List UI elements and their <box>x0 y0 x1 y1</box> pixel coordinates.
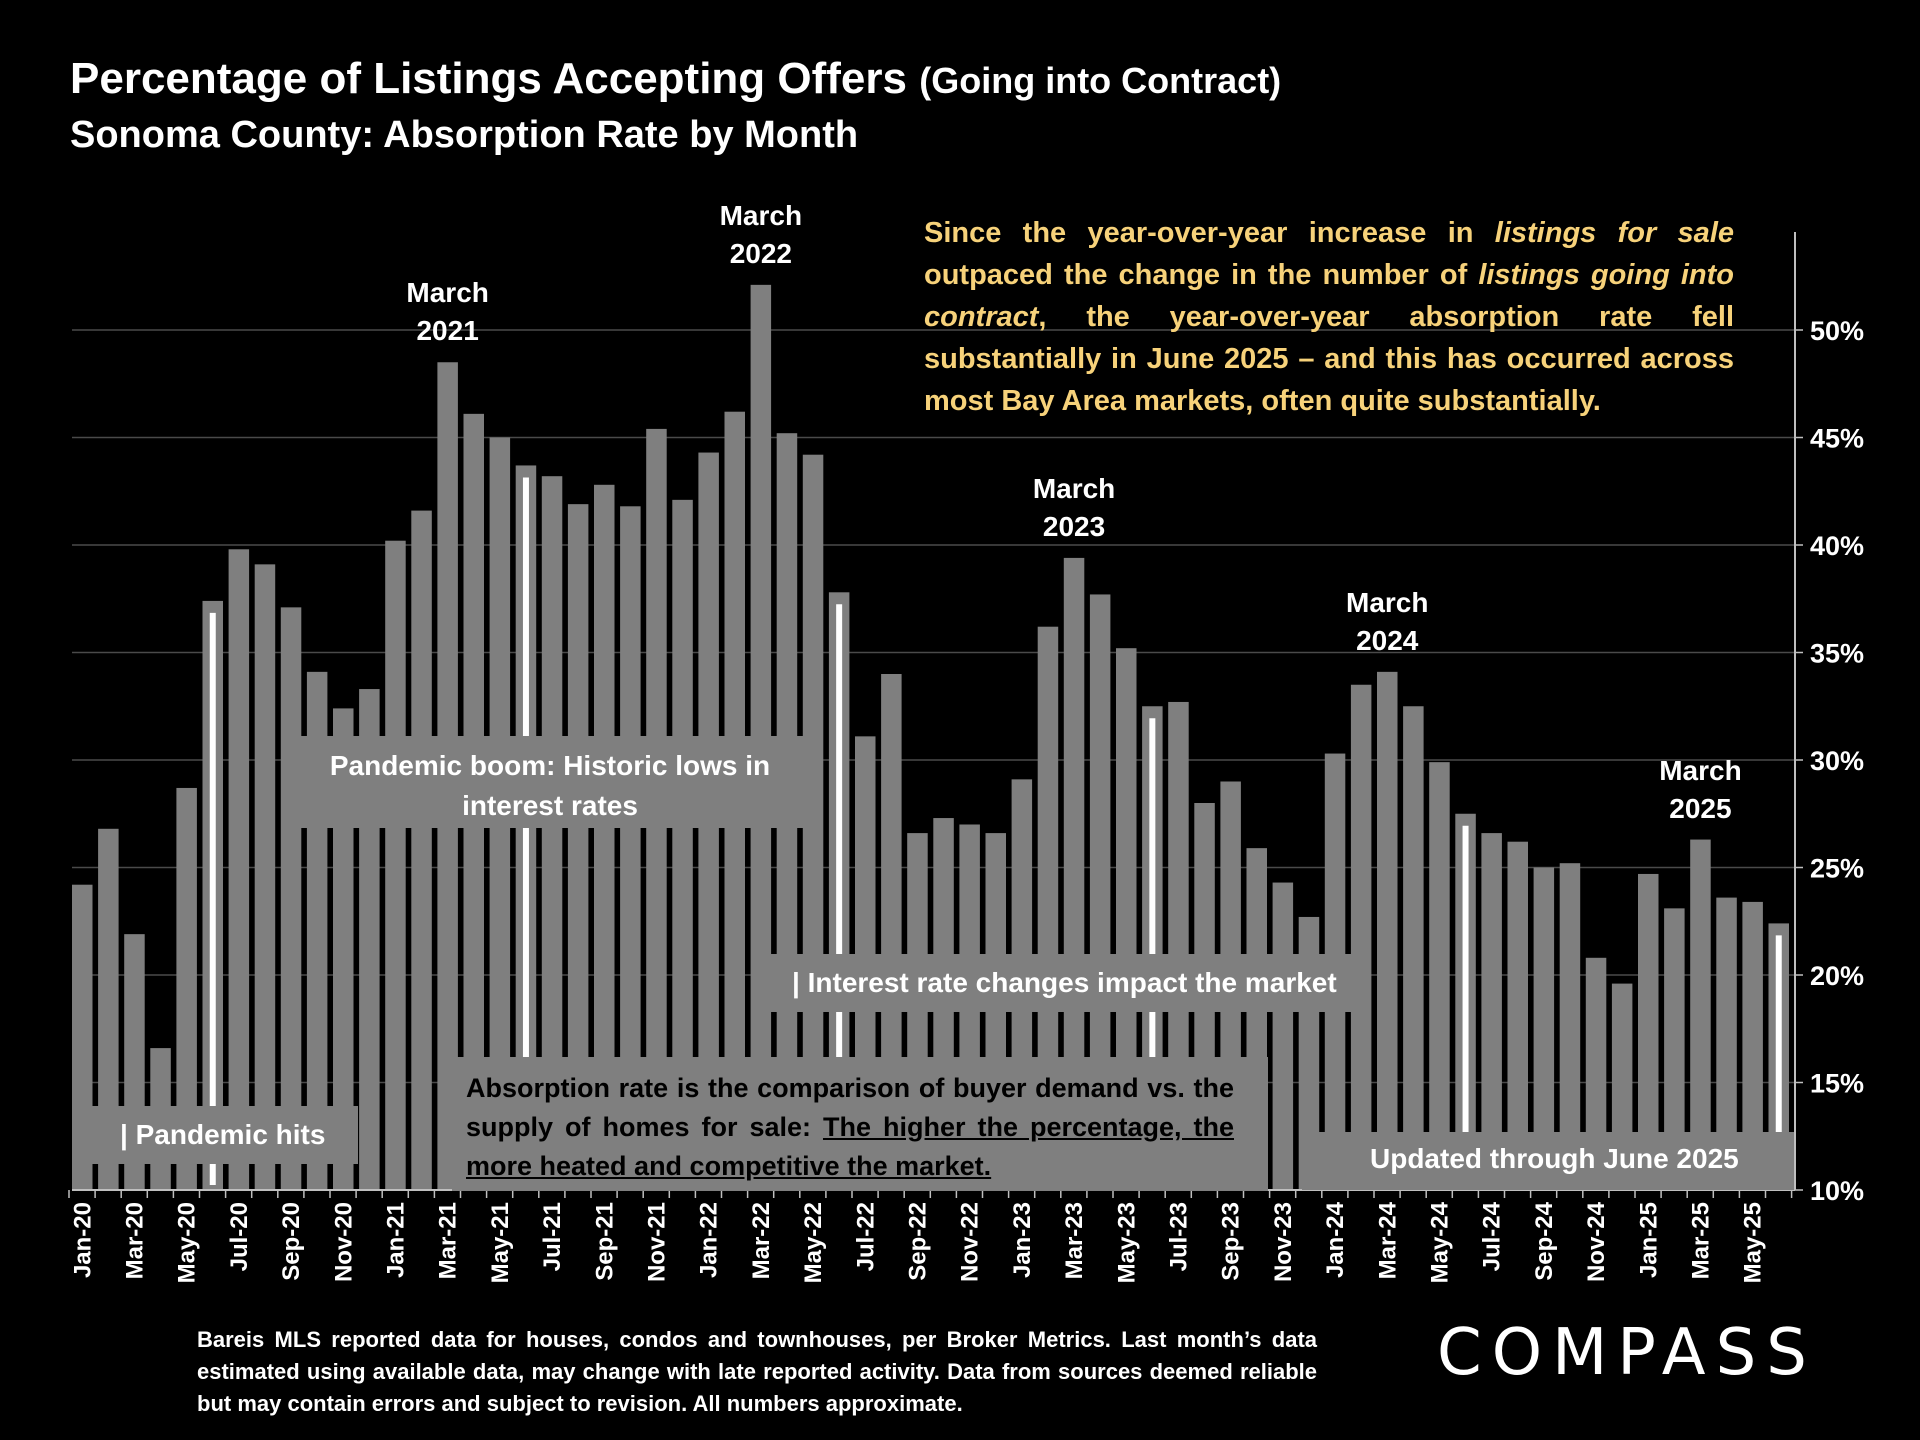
y-tick-label: 40% <box>1810 531 1864 561</box>
bar-Oct-21 <box>620 506 641 1190</box>
title-suffix: (Going into Contract) <box>919 60 1282 101</box>
bar-Apr-23 <box>1089 594 1111 1190</box>
x-tick-label: May-25 <box>1740 1202 1767 1283</box>
bar-Oct-24 <box>1559 863 1581 1190</box>
x-tick-label: May-24 <box>1426 1201 1453 1283</box>
x-tick-label: Jul-21 <box>539 1202 566 1271</box>
x-tick-label: Jan-24 <box>1322 1201 1349 1278</box>
interest-rate-annotation: | Interest rate changes impact the marke… <box>766 954 1352 1012</box>
insight-text-2: outpaced the change in the number of <box>924 259 1479 291</box>
x-tick-label: Jul-24 <box>1479 1201 1506 1271</box>
x-tick-label: Jul-22 <box>852 1202 879 1271</box>
y-tick-label: 25% <box>1810 854 1864 884</box>
x-tick-label: Jan-25 <box>1635 1202 1662 1278</box>
x-tick-label: Nov-22 <box>957 1202 984 1282</box>
bar-Aug-21 <box>567 504 589 1190</box>
x-tick-label: Sep-24 <box>1531 1201 1558 1280</box>
x-tick-label: May-23 <box>1113 1202 1140 1283</box>
pandemic-boom-annotation: Pandemic boom: Historic lows in interest… <box>290 736 810 828</box>
bar-May-20 <box>176 787 197 1190</box>
bar-Sep-20 <box>280 607 302 1190</box>
y-tick-label: 30% <box>1810 746 1864 776</box>
x-tick-label: Nov-21 <box>643 1202 670 1282</box>
x-tick-label: Nov-23 <box>1270 1202 1297 1282</box>
x-tick-label: Mar-21 <box>435 1202 462 1279</box>
x-tick-label: Nov-20 <box>330 1202 357 1282</box>
bar-Apr-24 <box>1403 706 1424 1190</box>
bar-Jul-20 <box>228 549 250 1190</box>
peak-label: March 2024 <box>1346 586 1429 656</box>
bar-May-25 <box>1742 901 1763 1190</box>
x-tick-label: Jan-23 <box>1009 1202 1036 1278</box>
chart-title: Percentage of Listings Accepting Offers … <box>70 54 1281 104</box>
peak-label: March 2025 <box>1659 754 1742 824</box>
bar-Dec-21 <box>672 499 693 1191</box>
updated-annotation: Updated through June 2025 <box>1302 1132 1794 1190</box>
x-tick-label: Mar-20 <box>121 1202 148 1279</box>
bar-Jan-25 <box>1638 873 1659 1190</box>
y-tick-label: 15% <box>1810 1069 1864 1099</box>
bar-Nov-24 <box>1585 957 1607 1190</box>
bar-Apr-25 <box>1716 897 1737 1190</box>
x-tick-label: Sep-21 <box>591 1202 618 1281</box>
compass-logo: COMPASS <box>1437 1316 1817 1390</box>
bar-Feb-25 <box>1664 908 1685 1190</box>
bar-Feb-21 <box>411 510 432 1191</box>
x-tick-label: Mar-22 <box>748 1202 775 1279</box>
bar-Sep-24 <box>1533 867 1555 1190</box>
bar-Jul-24 <box>1481 833 1502 1190</box>
y-tick-label: 35% <box>1810 639 1864 669</box>
x-tick-label: Jul-20 <box>226 1202 253 1271</box>
bar-Aug-20 <box>254 564 276 1190</box>
x-tick-label: May-22 <box>800 1202 827 1283</box>
bar-Mar-25 <box>1690 839 1711 1190</box>
x-tick-label: Jan-22 <box>696 1202 723 1278</box>
y-tick-label: 45% <box>1810 424 1864 454</box>
bar-Jul-21 <box>541 476 563 1190</box>
peak-label: March 2023 <box>1032 472 1116 542</box>
bar-Feb-23 <box>1037 626 1059 1190</box>
pandemic-hits-annotation: | Pandemic hits <box>76 1106 358 1164</box>
bar-Nov-20 <box>333 708 354 1190</box>
bar-May-23 <box>1116 648 1137 1190</box>
bar-May-24 <box>1429 762 1450 1190</box>
x-tick-label: Nov-24 <box>1583 1201 1610 1282</box>
bar-Mar-23 <box>1063 557 1085 1190</box>
x-tick-label: Mar-23 <box>1061 1202 1088 1279</box>
insight-emph-1: listings for sale <box>1494 217 1735 249</box>
x-tick-label: Jan-20 <box>69 1202 96 1278</box>
x-tick-label: Sep-22 <box>904 1202 931 1281</box>
source-footnote: Bareis MLS reported data for houses, con… <box>197 1327 1317 1416</box>
insight-emph-2: listings going into contract <box>924 259 1734 333</box>
y-tick-label: 20% <box>1810 961 1864 991</box>
x-tick-label: Mar-24 <box>1374 1201 1401 1279</box>
bar-Sep-21 <box>594 484 615 1190</box>
x-tick-label: Jan-21 <box>382 1202 409 1278</box>
definition-annotation: Absorption rate is the comparison of buy… <box>452 1057 1268 1191</box>
insight-text-1: Since the year-over-year increase in <box>924 217 1495 249</box>
bar-Jan-21 <box>385 540 406 1190</box>
bar-Feb-24 <box>1350 684 1372 1190</box>
peak-label: March 2022 <box>719 199 803 269</box>
x-tick-label: Mar-25 <box>1687 1202 1714 1279</box>
x-tick-label: May-21 <box>487 1202 514 1283</box>
x-tick-label: Jul-23 <box>1165 1202 1192 1271</box>
bar-Nov-23 <box>1272 882 1294 1190</box>
bar-Feb-20 <box>98 828 119 1190</box>
title-main: Percentage of Listings Accepting Offers <box>70 54 907 103</box>
x-tick-label: May-20 <box>174 1202 201 1283</box>
y-tick-label: 50% <box>1810 316 1864 346</box>
y-tick-label: 10% <box>1810 1176 1864 1206</box>
bar-Mar-24 <box>1377 671 1398 1190</box>
x-tick-label: Sep-20 <box>278 1202 305 1281</box>
x-tick-label: Sep-23 <box>1218 1202 1245 1281</box>
chart-subtitle: Sonoma County: Absorption Rate by Month <box>70 114 859 156</box>
bar-Aug-24 <box>1507 841 1528 1190</box>
peak-label: March 2021 <box>406 277 489 347</box>
insight-text-3: , the year-over-year absorption rate fel… <box>924 301 1734 417</box>
insight-note: Since the year-over-year increase in lis… <box>924 212 1734 422</box>
